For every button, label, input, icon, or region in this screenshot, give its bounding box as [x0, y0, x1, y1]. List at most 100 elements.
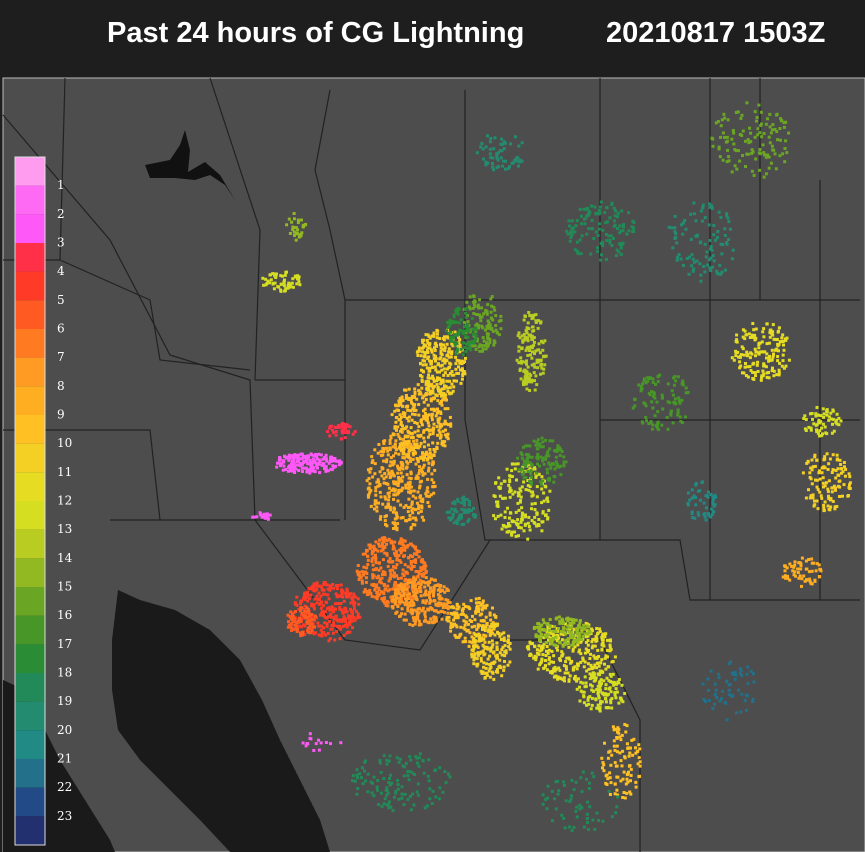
strike: [817, 563, 821, 567]
strike: [499, 638, 503, 641]
strike: [564, 665, 568, 669]
strike: [735, 167, 739, 171]
strike: [489, 137, 493, 140]
strike: [827, 497, 831, 501]
strike: [535, 471, 538, 475]
strike: [597, 664, 601, 668]
strike: [493, 136, 497, 140]
strike: [395, 596, 398, 600]
strike: [592, 237, 596, 240]
strike: [449, 621, 453, 625]
strike: [673, 214, 677, 218]
strike: [767, 135, 771, 139]
strike: [637, 383, 641, 387]
strike: [443, 770, 447, 774]
strike: [827, 418, 831, 422]
strike: [356, 597, 360, 601]
strike: [454, 613, 457, 617]
strike: [648, 376, 652, 380]
strike: [398, 596, 402, 600]
strike: [741, 154, 744, 157]
strike: [638, 764, 642, 768]
strike: [401, 412, 405, 416]
strike: [464, 620, 468, 624]
strike: [690, 496, 694, 500]
strike: [398, 587, 402, 591]
strike: [464, 315, 468, 319]
strike: [382, 540, 386, 544]
strike: [328, 637, 332, 641]
strike: [591, 638, 595, 642]
strike: [488, 613, 492, 617]
strike: [651, 423, 655, 427]
strike: [749, 369, 753, 372]
strike: [822, 508, 826, 512]
strike: [392, 433, 396, 437]
strike: [610, 706, 614, 710]
strike: [401, 568, 405, 572]
strike: [576, 677, 580, 681]
strike: [428, 596, 432, 599]
strike: [397, 760, 401, 764]
strike: [389, 805, 393, 809]
strike: [394, 451, 398, 455]
strike: [434, 368, 438, 372]
strike: [296, 218, 300, 222]
strike: [841, 470, 845, 474]
strike: [448, 600, 452, 604]
strike: [435, 379, 439, 382]
strike: [310, 465, 314, 468]
strike: [484, 344, 487, 348]
strike: [351, 612, 355, 615]
strike: [619, 759, 623, 763]
strike: [598, 688, 602, 692]
strike: [671, 246, 675, 250]
strike: [411, 792, 415, 796]
strike: [526, 453, 530, 457]
strike: [549, 463, 553, 467]
strike: [822, 415, 826, 419]
strike: [284, 468, 288, 471]
strike: [582, 623, 586, 627]
strike: [399, 461, 403, 464]
strike: [443, 444, 447, 448]
strike: [711, 502, 715, 506]
strike: [422, 445, 426, 449]
strike: [556, 648, 559, 652]
strike: [292, 461, 296, 465]
strike: [477, 306, 480, 310]
strike: [773, 127, 777, 131]
strike: [523, 462, 527, 465]
strike: [552, 667, 556, 671]
strike: [563, 679, 566, 683]
strike: [703, 216, 707, 220]
strike: [811, 465, 815, 469]
strike: [525, 336, 529, 340]
strike: [408, 622, 412, 626]
strike: [452, 313, 456, 317]
strike: [458, 633, 462, 637]
strike: [342, 615, 346, 619]
strike: [443, 349, 447, 353]
strike: [624, 782, 628, 786]
strike: [312, 454, 316, 458]
strike: [467, 644, 471, 648]
strike: [542, 462, 546, 466]
strike: [603, 662, 606, 666]
strike: [397, 600, 401, 604]
strike: [674, 235, 678, 239]
strike: [381, 450, 385, 454]
strike: [631, 753, 635, 757]
strike: [459, 318, 463, 322]
strike: [365, 548, 368, 552]
strike: [454, 352, 458, 356]
strike: [397, 476, 400, 479]
strike: [848, 481, 852, 485]
strike: [438, 357, 442, 361]
strike: [425, 804, 429, 808]
strike: [524, 488, 528, 492]
strike: [429, 362, 433, 366]
strike: [399, 402, 403, 405]
strike: [477, 345, 481, 349]
strike: [407, 387, 411, 391]
